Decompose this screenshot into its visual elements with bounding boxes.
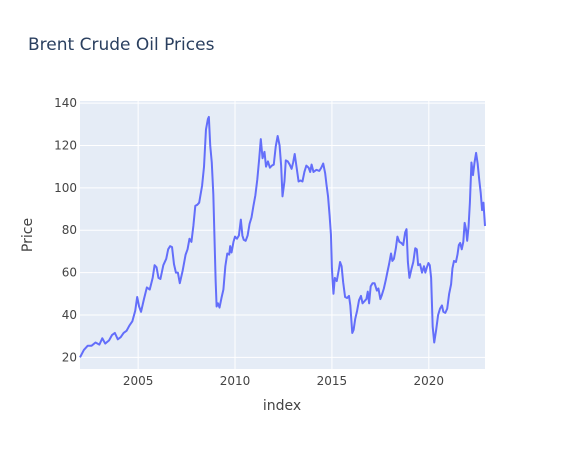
x-axis-ticks: 2005 2010 2015 2020 [123, 374, 444, 388]
y-tick-label: 40 [62, 308, 77, 322]
x-axis-label: index [263, 398, 301, 414]
chart-title: Brent Crude Oil Prices [28, 35, 215, 55]
y-tick-label: 20 [62, 350, 77, 364]
series-layer [79, 115, 486, 358]
x-tick-label: 2020 [414, 374, 445, 388]
x-tick-label: 2010 [220, 374, 251, 388]
series-line-price [79, 115, 486, 358]
y-axis-ticks: 20 40 60 80 100 120 140 [54, 96, 77, 364]
y-tick-label: 80 [62, 223, 77, 237]
y-tick-label: 100 [54, 181, 77, 195]
y-axis-label: Price [20, 218, 36, 252]
x-tick-label: 2005 [123, 374, 154, 388]
x-tick-label: 2015 [317, 374, 348, 388]
y-tick-label: 140 [54, 96, 77, 110]
y-tick-label: 60 [62, 266, 77, 280]
y-tick-label: 120 [54, 138, 77, 152]
plot-area [80, 101, 485, 369]
